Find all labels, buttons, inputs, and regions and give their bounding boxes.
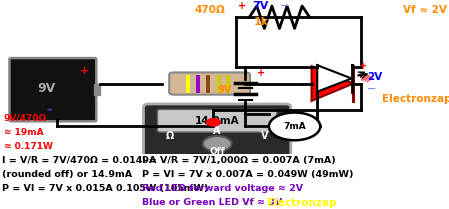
Text: Red LED forward voltage ≈ 2V: Red LED forward voltage ≈ 2V bbox=[141, 184, 303, 193]
FancyBboxPatch shape bbox=[0, 154, 378, 208]
Text: V: V bbox=[260, 131, 268, 141]
Polygon shape bbox=[312, 66, 353, 101]
Text: 470Ω: 470Ω bbox=[194, 5, 225, 15]
Circle shape bbox=[207, 119, 220, 126]
Text: I = V/R = 7V/1,000Ω = 0.007A (7mA): I = V/R = 7V/1,000Ω = 0.007A (7mA) bbox=[141, 155, 335, 164]
Text: 7mA: 7mA bbox=[283, 122, 306, 131]
Text: Electronzap: Electronzap bbox=[267, 198, 337, 208]
Text: +: + bbox=[359, 61, 367, 71]
FancyBboxPatch shape bbox=[9, 58, 96, 121]
FancyBboxPatch shape bbox=[158, 110, 277, 132]
Text: +: + bbox=[238, 1, 246, 11]
Text: 9V: 9V bbox=[218, 85, 232, 95]
Text: P = VI = 7V x 0.007A = 0.049W (49mW): P = VI = 7V x 0.007A = 0.049W (49mW) bbox=[141, 170, 353, 179]
FancyBboxPatch shape bbox=[94, 84, 100, 95]
Text: 2V: 2V bbox=[367, 73, 382, 83]
Circle shape bbox=[203, 136, 232, 152]
Text: (rounded off) or 14.9mA: (rounded off) or 14.9mA bbox=[2, 170, 132, 179]
Text: 1k: 1k bbox=[254, 17, 269, 27]
Text: 14.9mA: 14.9mA bbox=[195, 116, 239, 126]
Text: P = VI = 7V x 0.015A 0.105W (105mW): P = VI = 7V x 0.015A 0.105W (105mW) bbox=[2, 184, 208, 193]
Text: ≈ 19mA: ≈ 19mA bbox=[4, 128, 44, 137]
Text: +: + bbox=[257, 68, 265, 78]
Text: A: A bbox=[213, 126, 221, 136]
Text: 9V: 9V bbox=[37, 82, 55, 95]
Text: Ω: Ω bbox=[166, 131, 174, 141]
Text: −: − bbox=[280, 1, 289, 11]
Text: Blue or Green LED Vf ≈ 3V: Blue or Green LED Vf ≈ 3V bbox=[141, 198, 282, 207]
Polygon shape bbox=[317, 65, 352, 92]
Text: Off: Off bbox=[209, 147, 225, 155]
Text: +: + bbox=[80, 66, 89, 76]
Circle shape bbox=[269, 112, 320, 140]
Text: Vf ≈ 2V: Vf ≈ 2V bbox=[403, 5, 447, 15]
Text: 7V: 7V bbox=[252, 1, 269, 11]
Text: I = V/R = 7V/470Ω = 0.0149A: I = V/R = 7V/470Ω = 0.0149A bbox=[2, 155, 156, 164]
Text: –: – bbox=[46, 104, 52, 114]
FancyBboxPatch shape bbox=[144, 104, 291, 161]
Text: 9V/470Ω: 9V/470Ω bbox=[4, 114, 47, 123]
Text: −: − bbox=[367, 84, 376, 94]
Text: Electronzap: Electronzap bbox=[383, 94, 449, 104]
Text: ≈ 0.171W: ≈ 0.171W bbox=[4, 142, 53, 151]
FancyBboxPatch shape bbox=[169, 73, 250, 95]
